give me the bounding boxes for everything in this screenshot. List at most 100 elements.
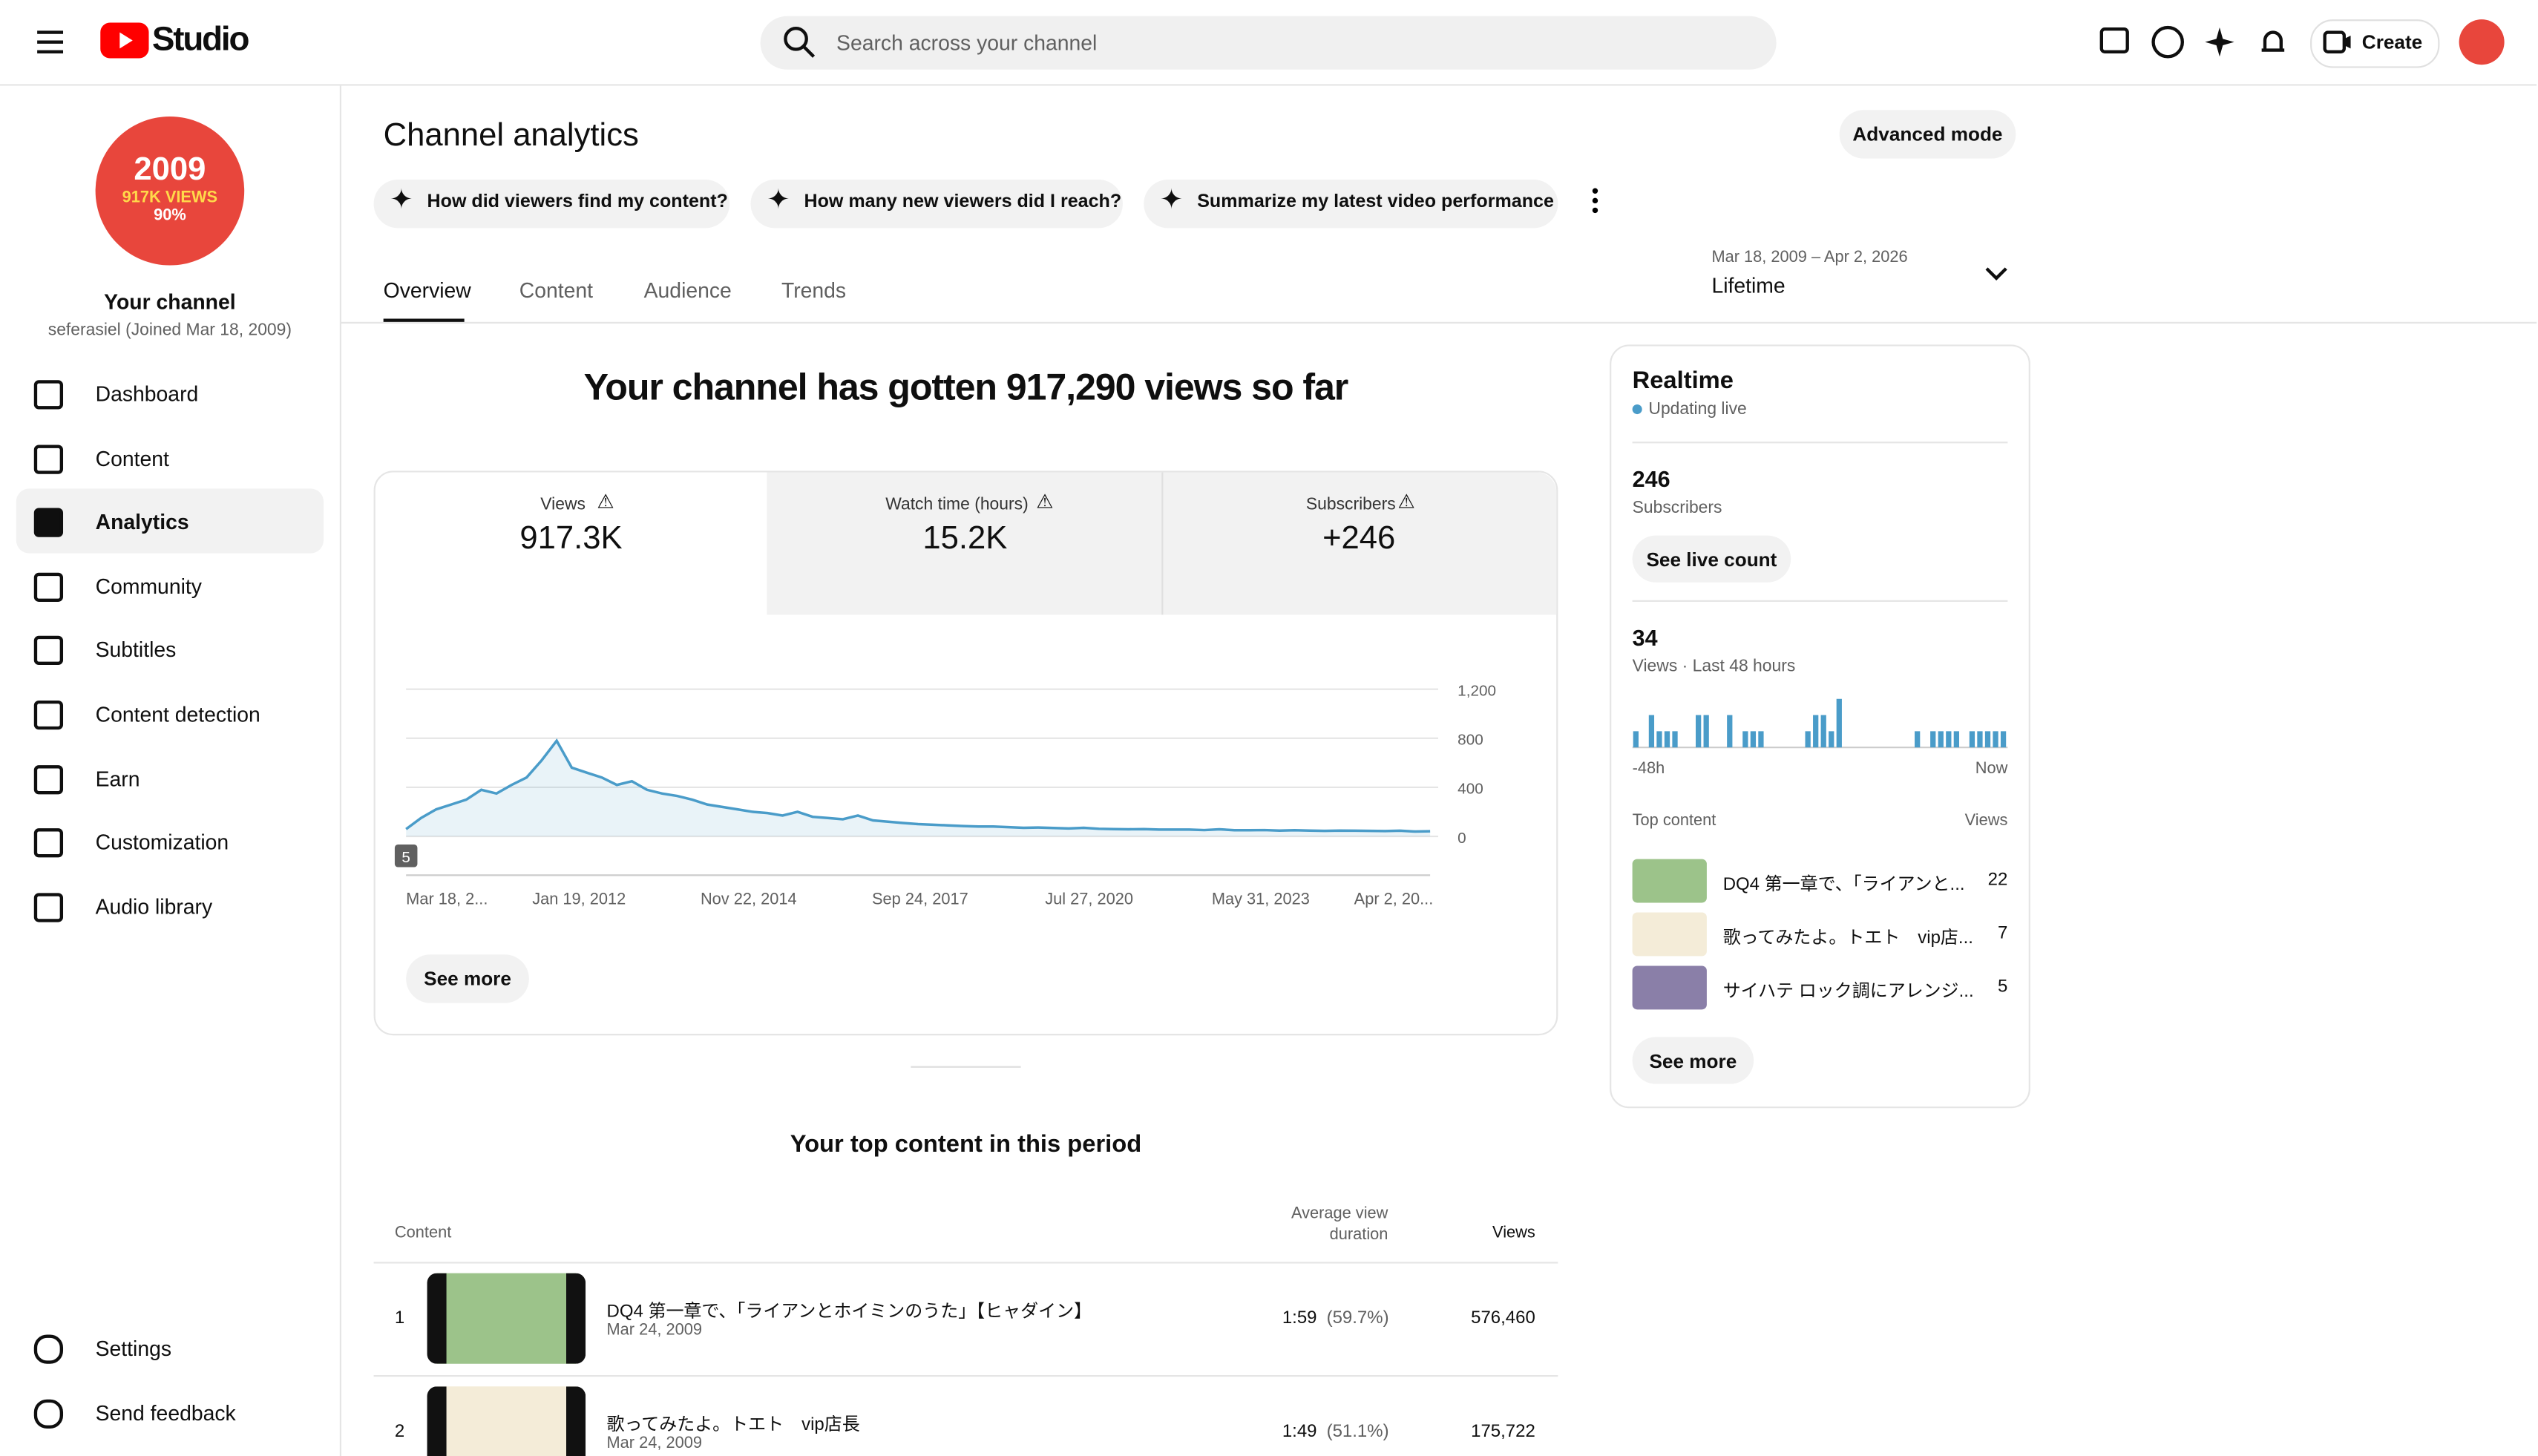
top-bar xyxy=(0,0,2537,86)
nav-item[interactable]: Dashboard xyxy=(95,381,199,407)
see-live-count[interactable]: See live count xyxy=(1632,535,1791,583)
rt-subscribers: 246 xyxy=(1632,465,1670,492)
metric-label: Watch time (hours) xyxy=(885,495,1029,515)
rt-views: 5 xyxy=(1998,977,2008,997)
rt-bar xyxy=(1727,715,1733,748)
divider xyxy=(1632,600,2008,602)
row-title[interactable]: DQ4 第一章で、「ライアンとホイミンのうた」【ヒャダイン】 xyxy=(606,1302,1092,1322)
rt-see-more[interactable]: See more xyxy=(1632,1037,1754,1084)
nav-item[interactable]: Analytics xyxy=(95,510,189,534)
channel-sub: seferasiel (Joined Mar 18, 2009) xyxy=(47,320,292,340)
metric-label: Views xyxy=(540,495,586,515)
nav-item[interactable]: Customization xyxy=(95,830,229,855)
row-percent: (51.1%) xyxy=(1326,1422,1389,1442)
rt-title[interactable]: サイハテ ロック調にアレンジ... xyxy=(1722,982,1974,1002)
live-status: Updating live xyxy=(1648,399,1747,419)
row-thumb[interactable] xyxy=(427,1273,586,1364)
nav-icon xyxy=(33,1399,64,1429)
rt-thumb[interactable] xyxy=(1632,965,1707,1010)
y-tick-label: 0 xyxy=(1457,830,1466,847)
metric-value[interactable]: 917.3K xyxy=(519,520,623,557)
rt-bar xyxy=(1742,731,1748,748)
row-views: 175,722 xyxy=(1471,1422,1535,1442)
row-divider xyxy=(373,1262,1558,1264)
prompt-chip[interactable] xyxy=(1144,179,1558,229)
annotation-box xyxy=(394,844,418,868)
row-title[interactable]: 歌ってみたよ。トエト vip店長 xyxy=(606,1415,860,1435)
separator xyxy=(911,1066,1021,1068)
nav-icon xyxy=(33,892,64,922)
realtime-card xyxy=(1610,344,2030,1109)
nav-item[interactable]: Audio library xyxy=(95,894,213,919)
nav-item[interactable]: Content xyxy=(95,445,169,470)
rt-title[interactable]: 歌ってみたよ。トエト vip店... xyxy=(1722,928,1973,948)
x-tick-label: May 31, 2023 xyxy=(1212,890,1310,908)
rt-thumb[interactable] xyxy=(1632,912,1707,957)
header-icons[interactable] xyxy=(2096,23,2306,62)
rt-bar xyxy=(1930,731,1936,748)
warn-icon: ⚠ xyxy=(1397,490,1415,514)
nav-item[interactable]: Send feedback xyxy=(95,1400,236,1426)
row-rank: 2 xyxy=(394,1422,405,1442)
rt-bar xyxy=(1703,715,1709,748)
tab[interactable]: Content xyxy=(519,278,594,303)
rt-bar xyxy=(1805,731,1811,748)
prompt-chip[interactable] xyxy=(750,179,1123,229)
rt-bar xyxy=(1977,731,1983,748)
channel-avatar: 2009 917K VIEWS 90% xyxy=(95,116,245,266)
avatar-views: 917K VIEWS xyxy=(122,189,218,208)
metric-value[interactable]: 15.2K xyxy=(922,520,1008,557)
advanced-mode[interactable]: Advanced mode xyxy=(1839,110,2016,159)
row-thumb[interactable] xyxy=(427,1386,586,1456)
create-label: Create xyxy=(2361,30,2423,53)
prompt-chip[interactable] xyxy=(373,179,730,229)
rt-bar xyxy=(1984,731,1991,748)
search-icon xyxy=(784,26,816,58)
search-box[interactable] xyxy=(760,16,1777,70)
rt-bar xyxy=(1915,731,1921,748)
nav-item[interactable]: Subtitles xyxy=(95,637,177,663)
tab[interactable]: Audience xyxy=(643,278,732,303)
logo-icon[interactable] xyxy=(100,22,149,59)
realtime-title: Realtime xyxy=(1632,367,1734,395)
tab[interactable]: Overview xyxy=(383,278,471,303)
nav-item[interactable]: Content detection xyxy=(95,702,260,727)
rt-views-header: Views xyxy=(1964,812,2008,830)
metric-divider xyxy=(1161,472,1164,615)
y-tick-label: 800 xyxy=(1457,732,1483,749)
account-avatar[interactable] xyxy=(2459,19,2505,65)
realtime-chart xyxy=(1632,698,2008,749)
rt-axis-end: Now xyxy=(1975,760,2008,778)
create-button[interactable] xyxy=(2310,19,2440,68)
rt-bar xyxy=(1813,715,1819,748)
rt-bar xyxy=(1946,731,1952,748)
rt-thumb[interactable] xyxy=(1632,859,1707,903)
row-date: Mar 24, 2009 xyxy=(606,1322,702,1340)
metric-value[interactable]: +246 xyxy=(1322,520,1396,557)
dropdown-icon[interactable] xyxy=(1985,266,2008,282)
nav-icon xyxy=(33,508,64,538)
nav-item[interactable]: Settings xyxy=(95,1336,172,1361)
menu-icon[interactable] xyxy=(36,29,65,55)
rt-bar xyxy=(1696,715,1702,748)
nav-icon xyxy=(33,380,64,410)
spark-icon: ✦ xyxy=(1160,184,1184,215)
see-more-button[interactable]: See more xyxy=(406,954,529,1003)
nav-icon xyxy=(33,764,64,794)
nav-icon xyxy=(33,828,64,858)
nav-item[interactable]: Community xyxy=(95,574,202,599)
tab[interactable]: Trends xyxy=(781,278,847,303)
col-content: Content xyxy=(394,1224,452,1243)
rt-bar xyxy=(2000,731,2007,748)
rt-views-label: Views · Last 48 hours xyxy=(1632,657,1796,677)
more-icon[interactable] xyxy=(1589,186,1601,215)
nav-item[interactable]: Earn xyxy=(95,766,140,791)
top-content-title: Your top content in this period xyxy=(790,1130,1142,1158)
rt-bar xyxy=(1820,715,1826,748)
x-tick-label: Jan 19, 2012 xyxy=(532,890,626,908)
rt-title[interactable]: DQ4 第一章で、「ライアンと... xyxy=(1722,875,1965,895)
channel-name: Your channel xyxy=(104,289,236,314)
x-tick-label: Sep 24, 2017 xyxy=(872,890,968,908)
row-duration: 1:49 xyxy=(1282,1422,1317,1442)
